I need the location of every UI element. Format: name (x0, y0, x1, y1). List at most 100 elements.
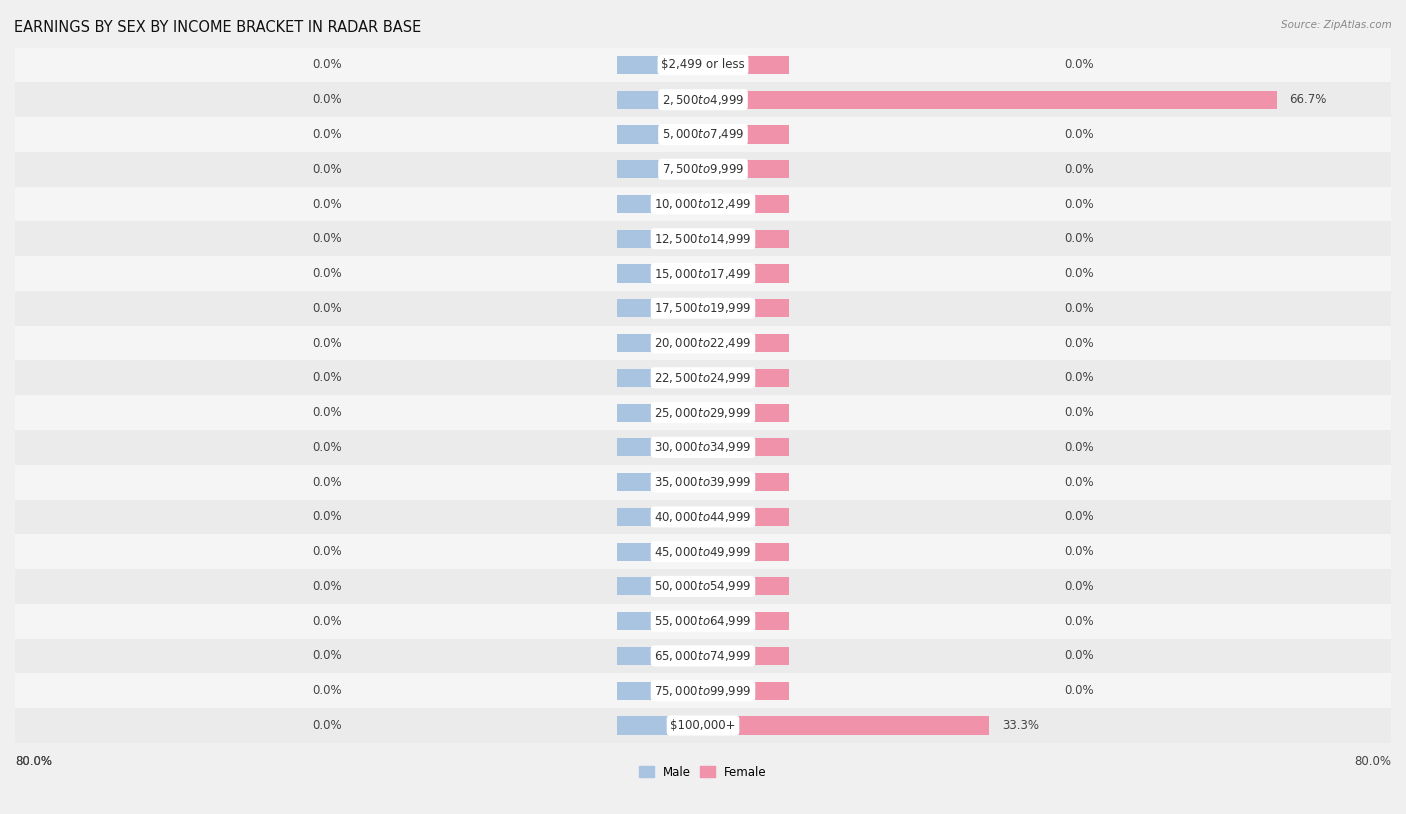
Bar (15, 430, 1391, 465)
Text: Source: ZipAtlas.com: Source: ZipAtlas.com (1281, 20, 1392, 30)
Bar (15, 47, 1391, 82)
Bar (617, 265, 703, 282)
Text: 0.0%: 0.0% (312, 128, 342, 141)
Text: $12,500 to $14,999: $12,500 to $14,999 (654, 232, 752, 246)
Text: $20,000 to $22,499: $20,000 to $22,499 (654, 336, 752, 350)
Bar (703, 369, 789, 387)
Bar (15, 708, 1391, 743)
Bar (617, 230, 703, 247)
Text: 0.0%: 0.0% (1064, 232, 1094, 245)
Bar (617, 647, 703, 665)
Bar (703, 230, 789, 247)
Text: $7,500 to $9,999: $7,500 to $9,999 (662, 162, 744, 177)
Text: 80.0%: 80.0% (15, 755, 52, 768)
Bar (15, 152, 1391, 186)
Text: $15,000 to $17,499: $15,000 to $17,499 (654, 266, 752, 281)
Bar (703, 612, 789, 630)
Text: 0.0%: 0.0% (312, 267, 342, 280)
Bar (703, 681, 789, 700)
Text: 0.0%: 0.0% (312, 336, 342, 349)
Bar (703, 473, 789, 491)
Text: $5,000 to $7,499: $5,000 to $7,499 (662, 128, 744, 142)
Bar (617, 716, 703, 734)
Text: 0.0%: 0.0% (1064, 406, 1094, 419)
Bar (703, 508, 789, 526)
Bar (15, 500, 1391, 534)
Bar (15, 82, 1391, 117)
Text: 80.0%: 80.0% (1354, 755, 1391, 768)
Text: 0.0%: 0.0% (1064, 685, 1094, 698)
Text: 0.0%: 0.0% (1064, 267, 1094, 280)
Text: 0.0%: 0.0% (312, 441, 342, 454)
Bar (15, 638, 1391, 673)
Bar (15, 604, 1391, 638)
Bar (15, 117, 1391, 152)
Bar (15, 221, 1391, 256)
Bar (703, 404, 789, 422)
Text: 0.0%: 0.0% (312, 59, 342, 72)
Bar (703, 647, 789, 665)
Text: 0.0%: 0.0% (1064, 163, 1094, 176)
Bar (703, 125, 789, 143)
Bar (703, 90, 1277, 109)
Bar (15, 186, 1391, 221)
Text: 0.0%: 0.0% (1064, 545, 1094, 558)
Text: $25,000 to $29,999: $25,000 to $29,999 (654, 405, 752, 419)
Text: 0.0%: 0.0% (1064, 615, 1094, 628)
Text: $65,000 to $74,999: $65,000 to $74,999 (654, 649, 752, 663)
Text: 0.0%: 0.0% (1064, 510, 1094, 523)
Bar (15, 291, 1391, 326)
Bar (617, 543, 703, 561)
Text: $55,000 to $64,999: $55,000 to $64,999 (654, 615, 752, 628)
Text: $100,000+: $100,000+ (671, 719, 735, 732)
Text: 0.0%: 0.0% (312, 198, 342, 211)
Bar (703, 543, 789, 561)
Text: $10,000 to $12,499: $10,000 to $12,499 (654, 197, 752, 211)
Text: 0.0%: 0.0% (312, 580, 342, 593)
Bar (617, 300, 703, 317)
Bar (617, 90, 703, 109)
Text: 0.0%: 0.0% (312, 545, 342, 558)
Text: 0.0%: 0.0% (1064, 371, 1094, 384)
Bar (617, 160, 703, 178)
Text: 0.0%: 0.0% (1064, 441, 1094, 454)
Text: 0.0%: 0.0% (312, 232, 342, 245)
Bar (703, 195, 789, 213)
Bar (617, 681, 703, 700)
Bar (617, 438, 703, 457)
Text: $45,000 to $49,999: $45,000 to $49,999 (654, 545, 752, 558)
Bar (617, 473, 703, 491)
Bar (703, 577, 789, 596)
Bar (617, 404, 703, 422)
Text: 0.0%: 0.0% (312, 615, 342, 628)
Text: $22,500 to $24,999: $22,500 to $24,999 (654, 371, 752, 385)
Text: 80.0%: 80.0% (15, 755, 52, 768)
Text: 0.0%: 0.0% (312, 94, 342, 106)
Bar (617, 56, 703, 74)
Text: $40,000 to $44,999: $40,000 to $44,999 (654, 510, 752, 524)
Text: 0.0%: 0.0% (312, 406, 342, 419)
Text: 0.0%: 0.0% (312, 163, 342, 176)
Bar (15, 256, 1391, 291)
Text: 0.0%: 0.0% (1064, 59, 1094, 72)
Bar (617, 612, 703, 630)
Bar (703, 438, 789, 457)
Bar (703, 160, 789, 178)
Text: 0.0%: 0.0% (312, 371, 342, 384)
Text: 0.0%: 0.0% (312, 650, 342, 663)
Text: 0.0%: 0.0% (1064, 336, 1094, 349)
Text: 33.3%: 33.3% (1002, 719, 1039, 732)
Text: $50,000 to $54,999: $50,000 to $54,999 (654, 580, 752, 593)
Bar (617, 195, 703, 213)
Text: $35,000 to $39,999: $35,000 to $39,999 (654, 475, 752, 489)
Legend: Male, Female: Male, Female (640, 766, 766, 779)
Bar (617, 125, 703, 143)
Text: 0.0%: 0.0% (1064, 198, 1094, 211)
Bar (617, 577, 703, 596)
Text: $17,500 to $19,999: $17,500 to $19,999 (654, 301, 752, 315)
Text: 0.0%: 0.0% (312, 475, 342, 488)
Text: 0.0%: 0.0% (312, 510, 342, 523)
Text: $2,499 or less: $2,499 or less (661, 59, 745, 72)
Text: $2,500 to $4,999: $2,500 to $4,999 (662, 93, 744, 107)
Bar (703, 56, 789, 74)
